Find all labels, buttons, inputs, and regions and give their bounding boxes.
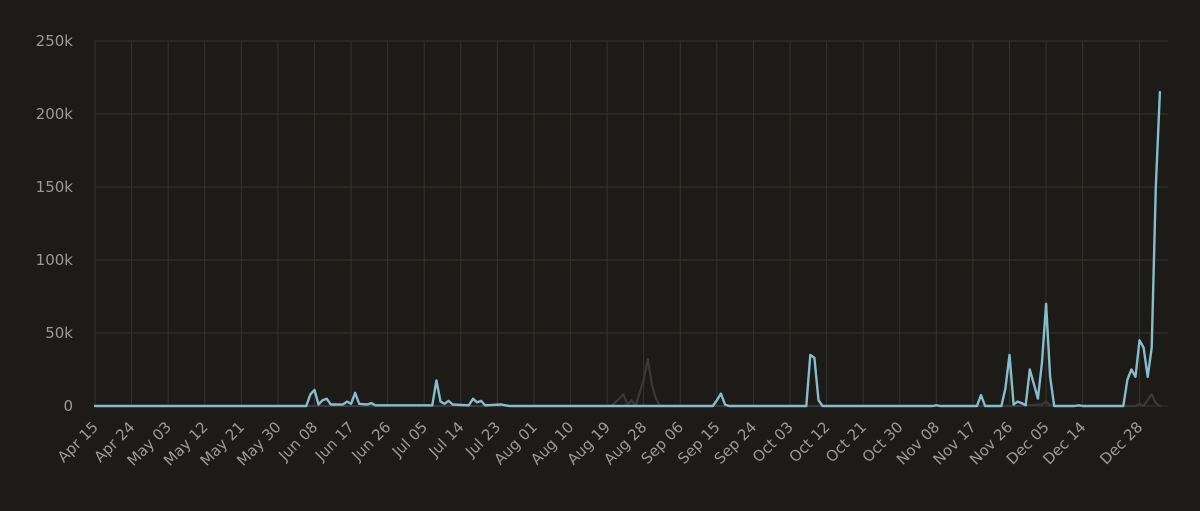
y-tick-label: 100k xyxy=(36,251,74,269)
series xyxy=(93,90,1162,408)
x-tick-label: Jun 08 xyxy=(274,418,321,465)
x-tick-label: Jul 05 xyxy=(388,418,431,461)
y-tick-label: 150k xyxy=(36,178,74,196)
x-tick-label: Jun 17 xyxy=(311,418,358,465)
grid xyxy=(94,40,1168,407)
y-tick-label: 200k xyxy=(36,105,74,123)
x-tick-label: Jun 26 xyxy=(348,418,395,465)
x-tick-label: Dec 28 xyxy=(1096,418,1146,468)
y-tick-label: 0 xyxy=(63,397,73,415)
y-axis: 0 50k 100k 150k 200k 250k xyxy=(36,32,74,415)
series-line-2 xyxy=(93,358,1161,408)
y-tick-label: 250k xyxy=(36,32,74,50)
series-line-1 xyxy=(93,90,1162,408)
y-tick-label: 50k xyxy=(45,324,73,342)
x-tick-label: Jul 14 xyxy=(425,418,468,461)
